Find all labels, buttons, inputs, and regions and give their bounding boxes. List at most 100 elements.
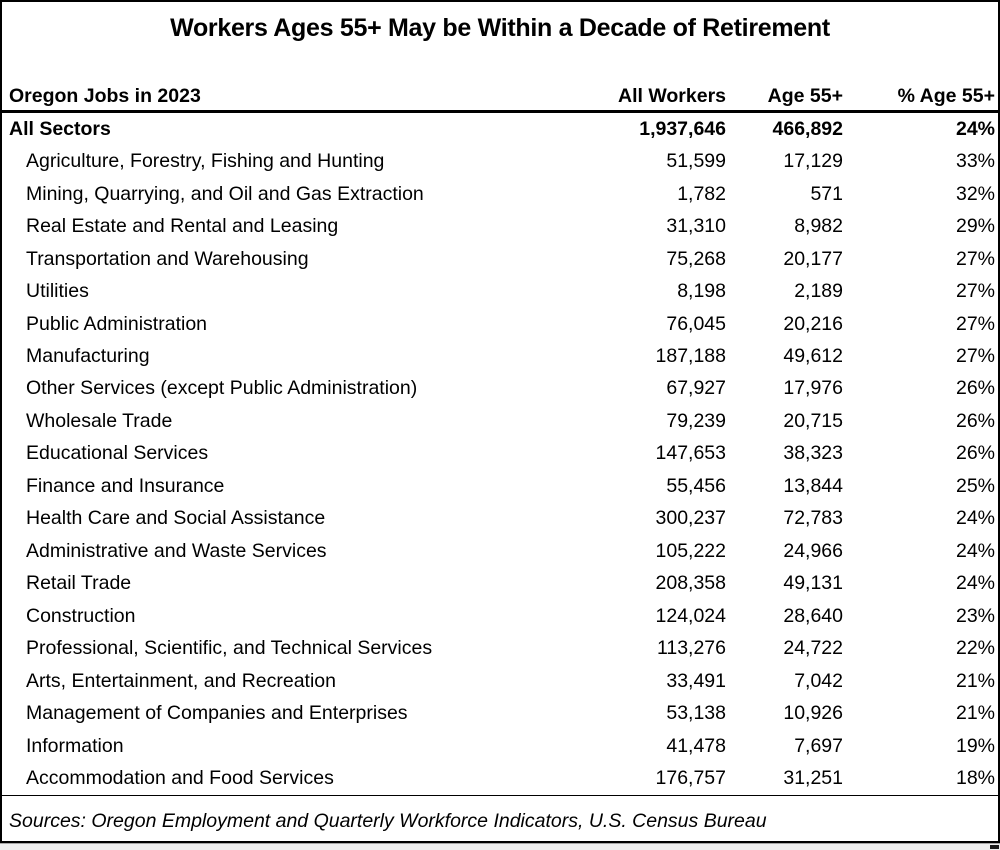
table-row: Accommodation and Food Services 176,757 …	[2, 762, 998, 794]
table-row: Health Care and Social Assistance 300,23…	[2, 503, 998, 535]
pct-age-55-value: 33%	[955, 150, 995, 173]
column-header-sector: Oregon Jobs in 2023	[9, 85, 201, 107]
sector-name: Accommodation and Food Services	[26, 767, 334, 790]
sector-name: Construction	[26, 604, 136, 627]
sector-name: Real Estate and Rental and Leasing	[26, 215, 339, 238]
pct-age-55-value: 26%	[955, 409, 995, 432]
table-body: All Sectors 1,937,646 466,892 24% Agricu…	[2, 113, 998, 795]
sector-name: Manufacturing	[26, 345, 150, 368]
sector-name: Other Services (except Public Administra…	[26, 377, 418, 400]
all-workers-value: 51,599	[666, 150, 726, 173]
age-55-value: 31,251	[783, 767, 843, 790]
all-workers-value: 187,188	[655, 345, 727, 368]
age-55-value: 49,131	[783, 572, 843, 595]
sector-name: Mining, Quarrying, and Oil and Gas Extra…	[26, 182, 424, 205]
age-55-value: 8,982	[794, 215, 843, 238]
age-55-value: 24,722	[783, 637, 843, 660]
age-55-value: 10,926	[783, 702, 843, 725]
pct-age-55-value: 27%	[955, 312, 995, 335]
all-workers-value: 208,358	[655, 572, 727, 595]
age-55-value: 38,323	[783, 442, 843, 465]
pct-age-55-value: 26%	[955, 442, 995, 465]
pct-age-55-value: 27%	[955, 345, 995, 368]
all-workers-value: 31,310	[666, 215, 726, 238]
table-row: Other Services (except Public Administra…	[2, 373, 998, 405]
table-row: Retail Trade 208,358 49,131 24%	[2, 568, 998, 600]
sector-name: Information	[26, 734, 124, 757]
sector-name: Utilities	[26, 280, 89, 303]
table-row: Construction 124,024 28,640 23%	[2, 600, 998, 632]
pct-age-55-value: 24%	[955, 117, 995, 140]
table-row: Information 41,478 7,697 19%	[2, 730, 998, 762]
all-workers-value: 147,653	[655, 442, 727, 465]
pct-age-55-value: 24%	[955, 539, 995, 562]
age-55-value: 571	[810, 182, 843, 205]
age-55-value: 7,042	[794, 669, 843, 692]
table-row: Mining, Quarrying, and Oil and Gas Extra…	[2, 178, 998, 210]
table-row-total: All Sectors 1,937,646 466,892 24%	[2, 113, 998, 145]
pct-age-55-value: 22%	[955, 637, 995, 660]
pct-age-55-value: 21%	[955, 669, 995, 692]
sector-name: Agriculture, Forestry, Fishing and Hunti…	[26, 150, 385, 173]
age-55-value: 72,783	[783, 507, 843, 530]
sector-name: All Sectors	[9, 117, 111, 140]
age-55-value: 17,976	[783, 377, 843, 400]
pct-age-55-value: 24%	[955, 507, 995, 530]
sector-name: Transportation and Warehousing	[26, 247, 309, 270]
table-row: Educational Services 147,653 38,323 26%	[2, 438, 998, 470]
table-row: Finance and Insurance 55,456 13,844 25%	[2, 470, 998, 502]
pct-age-55-value: 27%	[955, 247, 995, 270]
page-title: Workers Ages 55+ May be Within a Decade …	[170, 14, 830, 42]
all-workers-value: 41,478	[666, 734, 726, 757]
sheet-edge	[0, 843, 1000, 850]
table-header: Oregon Jobs in 2023 All Workers Age 55+ …	[2, 75, 998, 113]
pct-age-55-value: 24%	[955, 572, 995, 595]
all-workers-value: 105,222	[655, 539, 727, 562]
pct-age-55-value: 29%	[955, 215, 995, 238]
sector-name: Arts, Entertainment, and Recreation	[26, 669, 336, 692]
all-workers-value: 55,456	[666, 474, 726, 497]
table-row: Agriculture, Forestry, Fishing and Hunti…	[2, 145, 998, 177]
table-row: Transportation and Warehousing 75,268 20…	[2, 243, 998, 275]
table-row: Utilities 8,198 2,189 27%	[2, 275, 998, 307]
table-row: Real Estate and Rental and Leasing 31,31…	[2, 210, 998, 242]
age-55-value: 24,966	[783, 539, 843, 562]
pct-age-55-value: 26%	[955, 377, 995, 400]
sources-note: Sources: Oregon Employment and Quarterly…	[2, 794, 998, 838]
table-row: Professional, Scientific, and Technical …	[2, 633, 998, 665]
age-55-value: 20,715	[783, 409, 843, 432]
table-row: Arts, Entertainment, and Recreation 33,4…	[2, 665, 998, 697]
all-workers-value: 75,268	[666, 247, 726, 270]
table-row: Manufacturing 187,188 49,612 27%	[2, 340, 998, 372]
sector-name: Professional, Scientific, and Technical …	[26, 637, 433, 660]
sector-name: Administrative and Waste Services	[26, 539, 327, 562]
all-workers-value: 53,138	[666, 702, 726, 725]
age-55-value: 20,216	[783, 312, 843, 335]
column-header-all-workers: All Workers	[617, 85, 726, 107]
age-55-value: 7,697	[794, 734, 843, 757]
table-row: Management of Companies and Enterprises …	[2, 697, 998, 729]
age-55-value: 13,844	[783, 474, 843, 497]
pct-age-55-value: 19%	[955, 734, 995, 757]
pct-age-55-value: 18%	[955, 767, 995, 790]
age-55-value: 28,640	[783, 604, 843, 627]
all-workers-value: 176,757	[655, 767, 727, 790]
age-55-value: 20,177	[783, 247, 843, 270]
table-row: Administrative and Waste Services 105,22…	[2, 535, 998, 567]
fill-handle	[990, 845, 999, 849]
all-workers-value: 1,937,646	[639, 117, 726, 140]
all-workers-value: 124,024	[655, 604, 727, 627]
all-workers-value: 79,239	[666, 409, 726, 432]
all-workers-value: 33,491	[666, 669, 726, 692]
all-workers-value: 8,198	[677, 280, 726, 303]
sector-name: Retail Trade	[26, 572, 132, 595]
sector-name: Finance and Insurance	[26, 474, 225, 497]
age-55-value: 466,892	[772, 117, 844, 140]
all-workers-value: 300,237	[655, 507, 727, 530]
age-55-value: 17,129	[783, 150, 843, 173]
pct-age-55-value: 27%	[955, 280, 995, 303]
pct-age-55-value: 21%	[955, 702, 995, 725]
table-row: Public Administration 76,045 20,216 27%	[2, 308, 998, 340]
age-55-value: 2,189	[794, 280, 843, 303]
